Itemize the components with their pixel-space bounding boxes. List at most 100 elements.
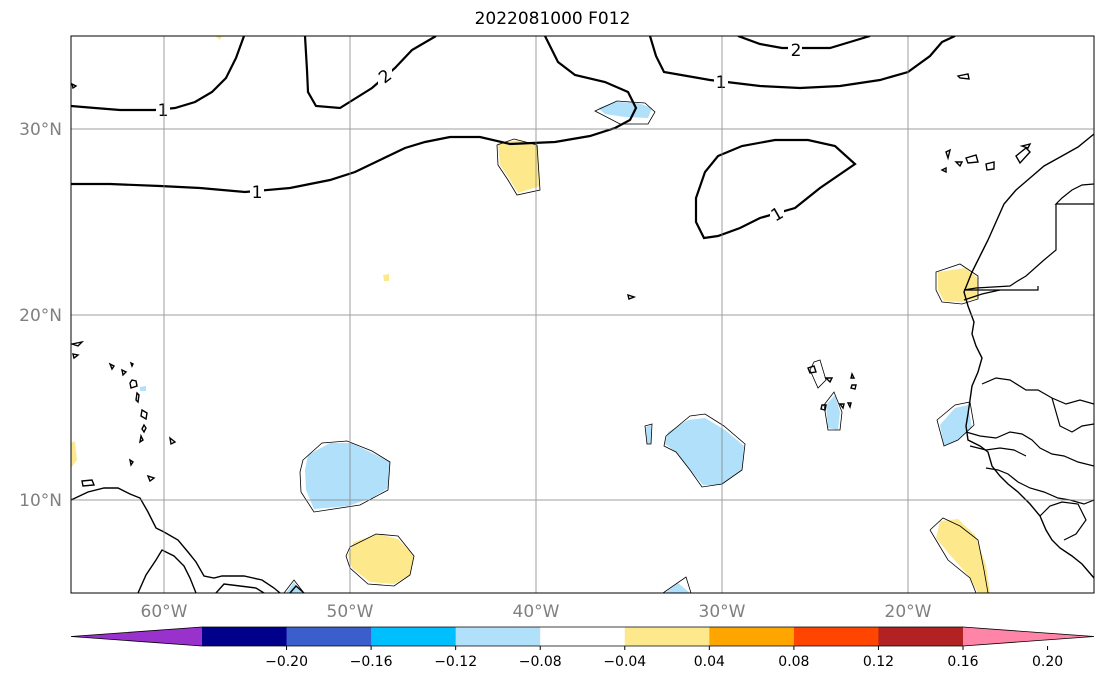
contour-label: 1 <box>716 73 727 93</box>
border <box>985 467 1094 505</box>
coastlines <box>71 73 1094 593</box>
negative-anomaly-patch <box>940 405 972 446</box>
island <box>956 73 970 80</box>
thin-contour <box>345 533 415 587</box>
island <box>954 161 964 168</box>
colorbar-bin <box>878 627 964 646</box>
border <box>969 445 1027 457</box>
thin-contour <box>823 391 843 431</box>
thin-contour <box>929 517 989 593</box>
labelled-contours <box>71 36 956 240</box>
south-america-coast <box>289 585 305 593</box>
colorbar-bin <box>624 627 710 646</box>
colorbar-tick-label: 0.20 <box>1032 654 1063 670</box>
island <box>169 436 177 446</box>
colorbar-tick-label: −0.08 <box>519 654 562 670</box>
lat-tick-label: 30°N <box>19 120 62 140</box>
island <box>72 353 80 360</box>
island <box>1019 142 1032 149</box>
island <box>129 379 138 389</box>
colorbar-tick-label: 0.08 <box>778 654 809 670</box>
contour-label: 1 <box>252 183 263 203</box>
colorbar-tick-label: −0.20 <box>265 654 308 670</box>
colorbar-tick-label: 0.16 <box>947 654 978 670</box>
colorbar-bin <box>793 627 879 646</box>
island <box>940 166 947 174</box>
contour-line <box>303 36 437 110</box>
positive-anomaly-patch <box>938 268 978 302</box>
island <box>850 371 856 379</box>
thin-contour <box>663 413 746 488</box>
positive-anomaly-patch <box>348 534 414 584</box>
border <box>1054 183 1094 205</box>
thin-contour <box>644 423 653 445</box>
island <box>140 408 148 421</box>
colorbar-bin <box>371 627 457 646</box>
island <box>820 404 827 411</box>
thin-contours <box>283 100 989 593</box>
island <box>128 458 134 467</box>
negative-anomaly-patch <box>305 443 390 509</box>
lon-tick-label: 60°W <box>141 602 188 622</box>
island <box>71 82 78 90</box>
border <box>1039 501 1087 541</box>
island <box>139 433 144 444</box>
island <box>846 402 852 410</box>
thin-contour <box>283 579 305 593</box>
lon-tick-label: 30°W <box>699 602 746 622</box>
island <box>1015 147 1031 165</box>
contour-line <box>694 138 857 240</box>
colorbar-tick-label: −0.16 <box>350 654 393 670</box>
thin-contour <box>929 529 977 593</box>
colorbar-outline <box>70 626 1095 647</box>
border <box>965 431 1094 467</box>
longitude-labels: 60°W 50°W 40°W 30°W 20°W <box>141 602 932 622</box>
map-title: 2022081000 F012 <box>474 9 631 29</box>
island <box>627 293 637 300</box>
colorbar-bin <box>540 627 626 646</box>
island <box>129 361 134 368</box>
negative-anomaly-patch <box>646 425 651 444</box>
island <box>135 391 140 404</box>
island <box>121 368 128 377</box>
thin-contour <box>662 576 692 593</box>
lon-tick-label: 50°W <box>327 602 374 622</box>
positive-anomaly-patch <box>383 274 389 281</box>
border <box>981 377 1094 405</box>
border <box>963 204 1057 291</box>
contour-line <box>71 36 638 194</box>
island <box>81 479 95 487</box>
island <box>824 377 834 384</box>
country-borders <box>963 183 1094 541</box>
negative-anomaly-patch <box>826 395 840 430</box>
island <box>108 362 116 371</box>
positive-anomaly-patch <box>936 519 990 593</box>
colorbar-tick-label: 0.12 <box>863 654 894 670</box>
caribbean-coast <box>71 487 281 593</box>
island <box>146 474 156 483</box>
south-america-coast <box>215 583 265 593</box>
island <box>965 154 979 164</box>
border <box>963 289 1001 301</box>
contour-line <box>648 36 956 90</box>
thin-contour <box>936 401 975 447</box>
colorbar-tick-label: 0.04 <box>694 654 725 670</box>
island <box>838 403 845 410</box>
positive-anomaly-patch <box>215 36 222 40</box>
negative-anomaly-patch <box>665 418 744 485</box>
negative-anomaly-patch <box>665 583 690 593</box>
colorbar-bin <box>286 627 372 646</box>
island <box>945 148 952 161</box>
thin-contour <box>809 359 827 389</box>
border <box>964 286 1039 291</box>
thin-contour <box>594 100 656 125</box>
colorbar-extend-low <box>71 627 202 646</box>
contour-line <box>71 36 246 112</box>
island <box>985 161 995 171</box>
contour-line <box>737 36 871 50</box>
contour-label: 2 <box>791 41 802 61</box>
colorbar-tick-label: −0.12 <box>434 654 477 670</box>
colorbar-extend-high <box>963 627 1094 646</box>
island <box>807 365 817 374</box>
